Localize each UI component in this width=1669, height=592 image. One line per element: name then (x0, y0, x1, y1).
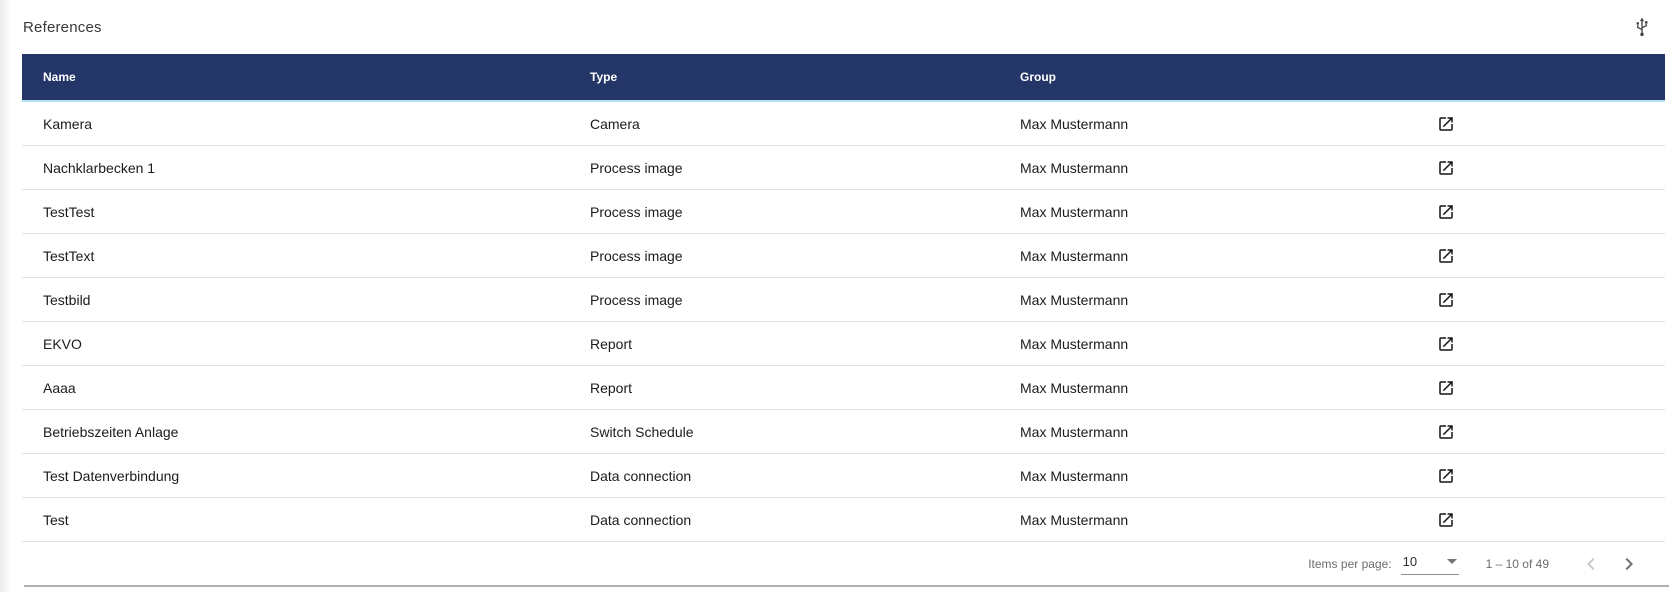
open-in-new-icon[interactable] (1437, 510, 1457, 530)
row-group-cell: Max Mustermann (1020, 335, 1129, 352)
row-name-cell: TestText (43, 247, 95, 264)
row-type-cell: Process image (590, 203, 683, 220)
page-size-select[interactable]: 10 (1400, 553, 1459, 575)
table-row: TestTest Process image Max Mustermann (22, 190, 1665, 234)
open-in-new-icon[interactable] (1437, 378, 1457, 398)
row-type-cell: Process image (590, 247, 683, 264)
row-action-cell (1415, 202, 1665, 222)
references-table: Name Type Group Kamera Camera Max Muster… (22, 54, 1665, 585)
row-action-cell (1415, 466, 1665, 486)
table-row: Aaaa Report Max Mustermann (22, 366, 1665, 410)
left-edge-shadow (0, 0, 12, 592)
table-row: Test Data connection Max Mustermann (22, 498, 1665, 542)
items-per-page-label: Items per page: (1308, 556, 1392, 571)
paginator: Items per page: 10 1 – 10 of 49 (22, 542, 1665, 585)
next-page-button[interactable] (1617, 552, 1641, 576)
row-type-cell: Process image (590, 159, 683, 176)
dropdown-arrow-icon (1446, 558, 1457, 564)
row-action-cell (1415, 422, 1665, 442)
row-group-cell: Max Mustermann (1020, 423, 1129, 440)
page-header: References (0, 0, 1669, 54)
row-type-cell: Process image (590, 291, 683, 308)
row-action-cell (1415, 378, 1665, 398)
row-type-cell: Data connection (590, 511, 692, 528)
row-name-cell: TestTest (43, 203, 95, 220)
usb-icon[interactable] (1629, 14, 1655, 40)
row-action-cell (1415, 290, 1665, 310)
row-name-cell: Test Datenverbindung (43, 467, 180, 484)
open-in-new-icon[interactable] (1437, 158, 1457, 178)
row-type-cell: Report (590, 379, 633, 396)
bottom-divider (24, 585, 1669, 587)
row-type-cell: Report (590, 335, 633, 352)
column-header-type: Type (590, 70, 618, 84)
table-row: EKVO Report Max Mustermann (22, 322, 1665, 366)
column-header-name: Name (43, 70, 76, 84)
row-type-cell: Camera (590, 115, 640, 132)
row-name-cell: Kamera (43, 115, 93, 132)
row-group-cell: Max Mustermann (1020, 159, 1129, 176)
open-in-new-icon[interactable] (1437, 246, 1457, 266)
range-label: 1 – 10 of 49 (1485, 556, 1549, 571)
row-name-cell: Test (43, 511, 69, 528)
row-type-cell: Switch Schedule (590, 423, 694, 440)
row-action-cell (1415, 158, 1665, 178)
table-row: Test Datenverbindung Data connection Max… (22, 454, 1665, 498)
row-group-cell: Max Mustermann (1020, 379, 1129, 396)
row-group-cell: Max Mustermann (1020, 291, 1129, 308)
row-action-cell (1415, 114, 1665, 134)
table-header-row: Name Type Group (22, 54, 1665, 102)
row-group-cell: Max Mustermann (1020, 511, 1129, 528)
open-in-new-icon[interactable] (1437, 466, 1457, 486)
row-action-cell (1415, 334, 1665, 354)
open-in-new-icon[interactable] (1437, 290, 1457, 310)
row-group-cell: Max Mustermann (1020, 247, 1129, 264)
row-action-cell (1415, 246, 1665, 266)
table-row: TestText Process image Max Mustermann (22, 234, 1665, 278)
row-group-cell: Max Mustermann (1020, 203, 1129, 220)
table-row: Kamera Camera Max Mustermann (22, 102, 1665, 146)
open-in-new-icon[interactable] (1437, 114, 1457, 134)
column-header-group: Group (1020, 70, 1056, 84)
table-body: Kamera Camera Max Mustermann Nachklarbec… (22, 102, 1665, 542)
chevron-left-icon (1587, 557, 1595, 570)
open-in-new-icon[interactable] (1437, 422, 1457, 442)
row-action-cell (1415, 510, 1665, 530)
row-name-cell: Aaaa (43, 379, 76, 396)
previous-page-button[interactable] (1579, 552, 1603, 576)
open-in-new-icon[interactable] (1437, 202, 1457, 222)
open-in-new-icon[interactable] (1437, 334, 1457, 354)
chevron-right-icon (1625, 557, 1633, 570)
row-name-cell: Testbild (43, 291, 91, 308)
row-type-cell: Data connection (590, 467, 692, 484)
table-row: Testbild Process image Max Mustermann (22, 278, 1665, 322)
table-row: Nachklarbecken 1 Process image Max Muste… (22, 146, 1665, 190)
row-group-cell: Max Mustermann (1020, 115, 1129, 132)
row-group-cell: Max Mustermann (1020, 467, 1129, 484)
page-size-value: 10 (1402, 553, 1418, 569)
table-row: Betriebszeiten Anlage Switch Schedule Ma… (22, 410, 1665, 454)
row-name-cell: EKVO (43, 335, 82, 352)
row-name-cell: Nachklarbecken 1 (43, 159, 156, 176)
row-name-cell: Betriebszeiten Anlage (43, 423, 179, 440)
page-title: References (23, 18, 102, 36)
